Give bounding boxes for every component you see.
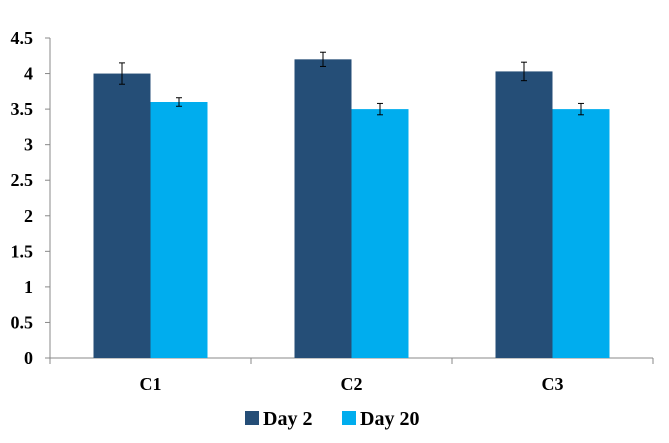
x-tick-label: C3 <box>542 374 564 394</box>
bar <box>495 71 553 358</box>
x-tick-label: C2 <box>341 374 363 394</box>
legend-swatch <box>245 411 259 425</box>
bars <box>93 51 610 359</box>
legend-label: Day 20 <box>360 408 419 430</box>
legend-swatch <box>342 411 356 425</box>
legend: Day 2 Day 20 <box>245 408 419 430</box>
x-tick-label: C1 <box>140 374 162 394</box>
y-tick-label: 4.5 <box>11 28 34 48</box>
y-axis: 0 0.5 1 1.5 2 2.5 3 3.5 4 4.5 <box>11 28 51 368</box>
y-tick-label: 1 <box>24 277 33 297</box>
y-tick-label: 1.5 <box>11 241 34 261</box>
y-tick-label: 3.5 <box>11 99 34 119</box>
bar <box>294 59 352 358</box>
bar <box>150 102 208 358</box>
y-tick-label: 2 <box>24 206 33 226</box>
y-tick-label: 4 <box>24 64 33 84</box>
y-tick-label: 3 <box>24 135 33 155</box>
y-tick-label: 2.5 <box>11 170 34 190</box>
x-axis: C1 C2 C3 <box>49 357 654 394</box>
bar <box>93 73 151 359</box>
bar <box>552 109 610 358</box>
y-tick-label: 0.5 <box>11 312 34 332</box>
bar <box>351 109 409 358</box>
legend-label: Day 2 <box>263 408 312 430</box>
y-tick-label: 0 <box>24 348 33 368</box>
